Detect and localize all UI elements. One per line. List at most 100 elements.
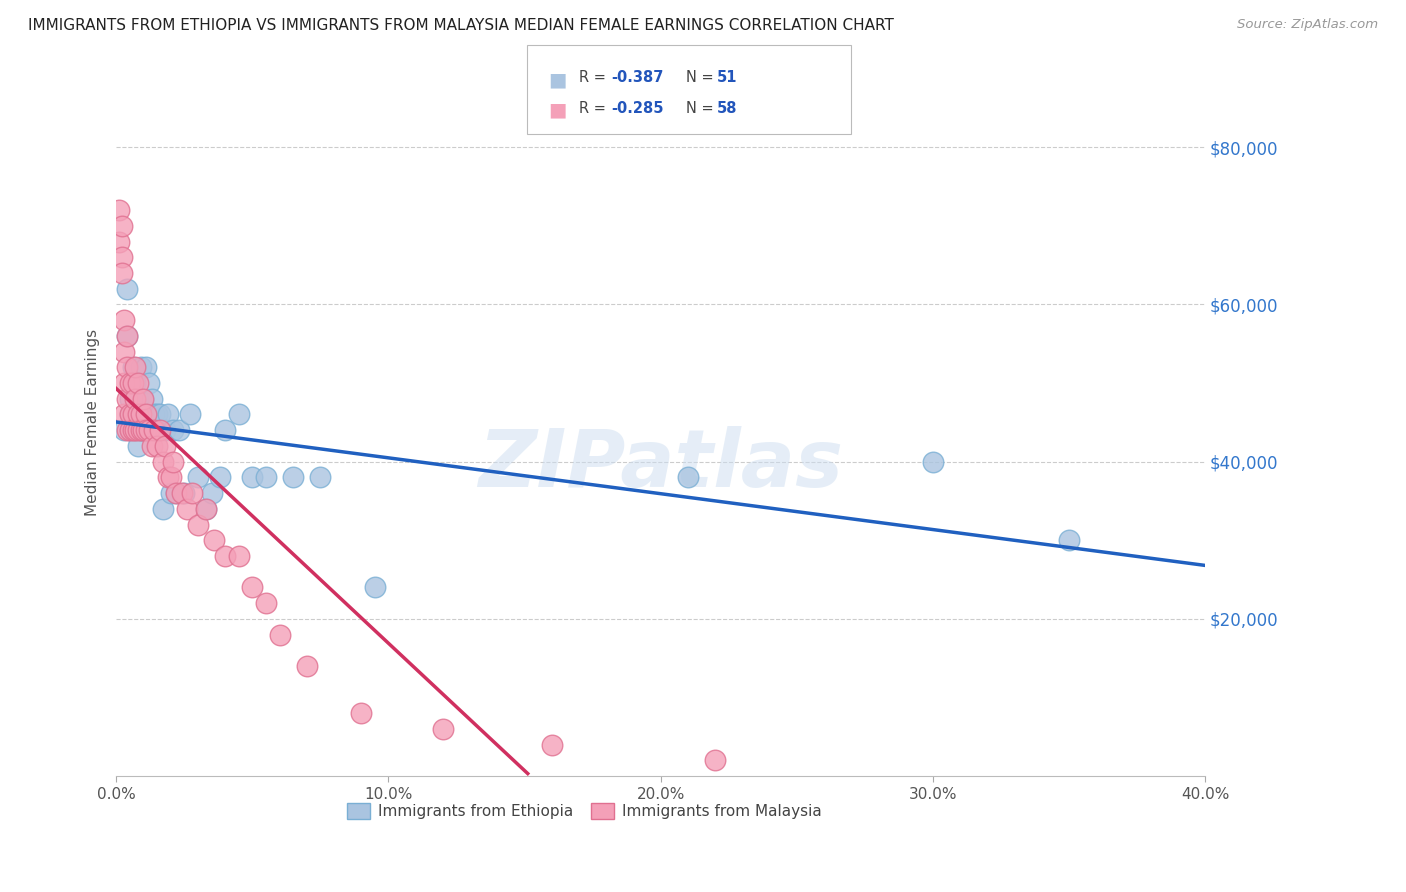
Point (162, 423, 184, 437)
Point (187, 470, 209, 484)
Point (124, 423, 146, 437)
Point (187, 517, 209, 532)
Point (350, 706, 373, 721)
Point (127, 376, 149, 390)
Point (114, 423, 136, 437)
Point (108, 202, 131, 217)
Point (115, 329, 138, 343)
Point (127, 423, 149, 437)
Point (432, 722, 454, 736)
Point (195, 501, 218, 516)
Point (240, 470, 263, 484)
Text: R =: R = (579, 101, 610, 116)
Point (121, 376, 143, 390)
Point (214, 549, 236, 563)
Text: ■: ■ (548, 70, 567, 89)
Point (138, 423, 160, 437)
Point (181, 486, 204, 500)
Point (143, 423, 166, 437)
Point (111, 250, 134, 264)
Point (254, 596, 277, 610)
Point (115, 360, 138, 375)
Point (121, 408, 143, 422)
Text: Source: ZipAtlas.com: Source: ZipAtlas.com (1237, 18, 1378, 31)
Point (135, 408, 157, 422)
Point (118, 408, 141, 422)
Point (135, 423, 157, 437)
Point (167, 423, 190, 437)
Point (127, 439, 149, 453)
Point (141, 423, 163, 437)
Point (132, 423, 155, 437)
Point (129, 408, 152, 422)
Point (228, 549, 250, 563)
Point (1057, 533, 1080, 548)
Point (283, 470, 305, 484)
Point (202, 533, 225, 548)
Point (149, 408, 172, 422)
Point (138, 376, 160, 390)
Point (155, 439, 177, 453)
Point (118, 376, 141, 390)
Point (115, 329, 138, 343)
Point (155, 423, 177, 437)
Point (141, 439, 163, 453)
Point (159, 470, 181, 484)
Point (195, 501, 218, 516)
Point (540, 738, 562, 752)
Point (208, 470, 231, 484)
Text: -0.387: -0.387 (612, 70, 664, 86)
Legend: Immigrants from Ethiopia, Immigrants from Malaysia: Immigrants from Ethiopia, Immigrants fro… (342, 797, 828, 825)
Point (127, 408, 149, 422)
Point (176, 501, 198, 516)
Point (135, 360, 157, 375)
Point (152, 501, 174, 516)
Point (295, 659, 318, 673)
Point (115, 392, 138, 406)
Point (111, 266, 134, 280)
Point (114, 376, 136, 390)
Point (129, 408, 152, 422)
Point (240, 581, 263, 595)
Point (127, 392, 149, 406)
Text: ■: ■ (548, 101, 567, 120)
Point (124, 360, 146, 375)
Text: 58: 58 (717, 101, 738, 116)
Point (115, 282, 138, 296)
Point (115, 423, 138, 437)
Point (254, 470, 277, 484)
Point (135, 423, 157, 437)
Point (309, 470, 332, 484)
Point (132, 392, 155, 406)
Point (121, 423, 143, 437)
Point (129, 423, 152, 437)
Point (173, 486, 195, 500)
Point (114, 344, 136, 359)
Point (921, 455, 943, 469)
Point (138, 423, 160, 437)
Point (156, 470, 179, 484)
Point (129, 423, 152, 437)
Point (132, 408, 155, 422)
Text: ZIPatlas: ZIPatlas (478, 425, 844, 504)
Point (228, 408, 250, 422)
Point (146, 439, 169, 453)
Point (200, 486, 222, 500)
Point (146, 408, 169, 422)
Point (165, 486, 187, 500)
Text: N =: N = (686, 70, 718, 86)
Text: N =: N = (686, 101, 718, 116)
Point (114, 313, 136, 327)
Point (152, 455, 174, 469)
Point (676, 470, 699, 484)
Point (118, 423, 141, 437)
Text: 51: 51 (717, 70, 738, 86)
Point (132, 423, 155, 437)
Point (269, 627, 291, 641)
Point (108, 235, 131, 249)
Point (124, 423, 146, 437)
Text: -0.285: -0.285 (612, 101, 664, 116)
Point (111, 219, 134, 233)
Point (162, 455, 184, 469)
Point (214, 423, 236, 437)
